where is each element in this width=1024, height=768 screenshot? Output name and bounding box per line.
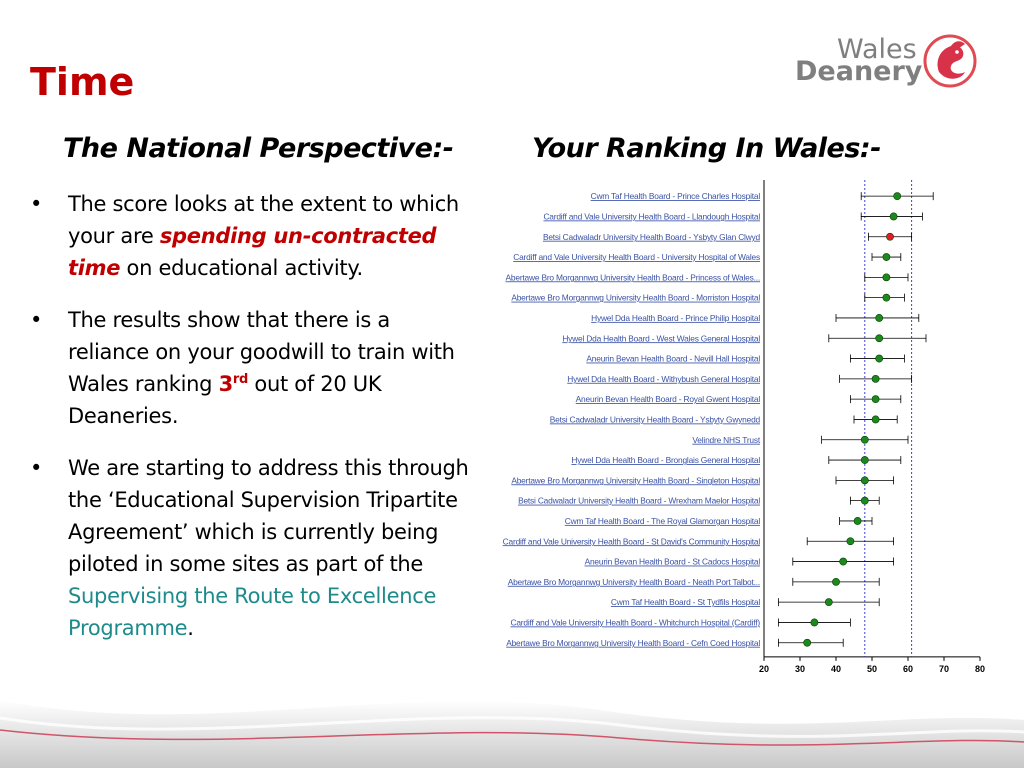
logo-text-wales: Wales <box>837 34 917 65</box>
row-label: Hywel Dda Health Board - Withybush Gener… <box>567 374 760 384</box>
data-point <box>882 293 891 302</box>
slide-title: Time <box>30 60 135 104</box>
data-point <box>860 435 869 444</box>
rank-suffix: rd <box>232 372 249 387</box>
x-tick-label: 40 <box>831 664 841 674</box>
row-label: Betsi Cadwaladr University Health Board … <box>518 496 760 506</box>
data-point <box>882 253 891 261</box>
row-label: Cardiff and Vale University Health Board… <box>510 617 760 627</box>
row-label: Aneurin Bevan Health Board - Royal Gwent… <box>576 394 761 404</box>
emphasis-text: spending un-contracted time <box>68 224 437 280</box>
row-label: Cwm Taf Health Board - St Tydfils Hospit… <box>611 597 760 607</box>
x-tick-label: 60 <box>903 664 913 674</box>
bullet-icon: • <box>30 192 43 216</box>
ranking-forest-plot: 20 30 40 50 60 70 80 Cwm Taf Health Board - Pri… <box>503 180 985 674</box>
x-tick-label: 80 <box>975 664 985 674</box>
logo-text-deanery: Deanery <box>795 56 923 87</box>
dragon-emblem-icon <box>923 34 977 88</box>
row-label: Betsi Cadwaladr University Health Board … <box>550 414 761 424</box>
row-label: Cwm Taf Health Board - The Royal Glamorg… <box>565 516 761 526</box>
data-point <box>860 496 869 505</box>
bullet-text: out of 20 UK Deaneries. <box>68 372 382 428</box>
data-point <box>871 415 880 424</box>
x-tick-label: 30 <box>795 664 805 674</box>
national-perspective-heading: The National Perspective:- <box>63 133 454 164</box>
row-label: Cardiff and Vale University Health Board… <box>503 536 761 546</box>
x-tick-label: 70 <box>939 664 949 674</box>
data-point <box>889 212 898 221</box>
row-label: Abertawe Bro Morgannwg University Health… <box>506 272 760 282</box>
bullet-text: We are starting to address this through … <box>68 456 469 576</box>
data-point <box>832 577 840 586</box>
data-point <box>803 638 812 647</box>
programme-link[interactable]: Supervising the Route to Excellence Prog… <box>68 584 437 640</box>
row-label: Abertawe Bro Morgannwg University Health… <box>511 475 760 485</box>
row-label: Hywel Dda Health Board - Bronglais Gener… <box>571 455 760 465</box>
data-point <box>860 456 869 464</box>
row-label: Cwm Taf Health Board - Prince Charles Ho… <box>591 191 761 201</box>
highlighted-point <box>886 232 894 241</box>
wales-deanery-logo: Wales Deanery <box>795 30 985 90</box>
bullet-icon: • <box>30 456 43 480</box>
data-point <box>882 273 891 282</box>
data-point <box>875 314 884 322</box>
decorative-wave-footer <box>0 700 1024 768</box>
data-point <box>871 374 880 383</box>
bullet-text: The results show that there is a relianc… <box>68 308 455 396</box>
x-tick-label: 20 <box>759 664 769 674</box>
rank-value: 3 <box>218 372 234 396</box>
data-point <box>875 354 884 363</box>
bullet-text: . <box>187 616 194 640</box>
data-point <box>893 192 902 201</box>
row-label: Betsi Cadwaladr University Health Board … <box>543 232 761 242</box>
bullet-text: The score looks at the extent to which y… <box>68 192 459 248</box>
bullet-item: • The score looks at the extent to which… <box>30 188 475 284</box>
bullet-icon: • <box>30 308 43 332</box>
ranking-heading: Your Ranking In Wales:- <box>532 133 881 164</box>
bullet-item: • The results show that there is a relia… <box>30 304 475 432</box>
data-point <box>853 517 862 525</box>
data-point <box>860 476 869 485</box>
row-label: Cardiff and Vale University Health Board… <box>543 211 760 221</box>
row-label: Abertawe Bro Morgannwg University Health… <box>511 293 760 303</box>
bullet-item: • We are starting to address this throug… <box>30 452 475 644</box>
row-label: Hywel Dda Health Board - Prince Philip H… <box>591 313 760 323</box>
data-point <box>810 618 819 627</box>
row-label: Aneurin Bevan Health Board - St Cadocs H… <box>585 557 761 567</box>
row-label: Aneurin Bevan Health Board - Nevill Hall… <box>586 354 760 364</box>
bullet-list: • The score looks at the extent to which… <box>30 188 475 664</box>
row-label: Abertawe Bro Morgannwg University Health… <box>508 577 760 587</box>
data-point <box>875 334 884 343</box>
bullet-text: on educational activity. <box>120 256 364 280</box>
row-label: Velindre NHS Trust <box>692 435 760 445</box>
data-point <box>839 557 848 566</box>
row-label: Abertawe Bro Morgannwg University Health… <box>506 638 760 648</box>
data-point <box>846 537 855 546</box>
data-point <box>871 395 880 404</box>
row-label: Hywel Dda Health Board - West Wales Gene… <box>562 333 760 343</box>
data-point <box>824 598 833 607</box>
row-label: Cardiff and Vale University Health Board… <box>513 252 760 262</box>
x-tick-label: 50 <box>867 664 877 674</box>
